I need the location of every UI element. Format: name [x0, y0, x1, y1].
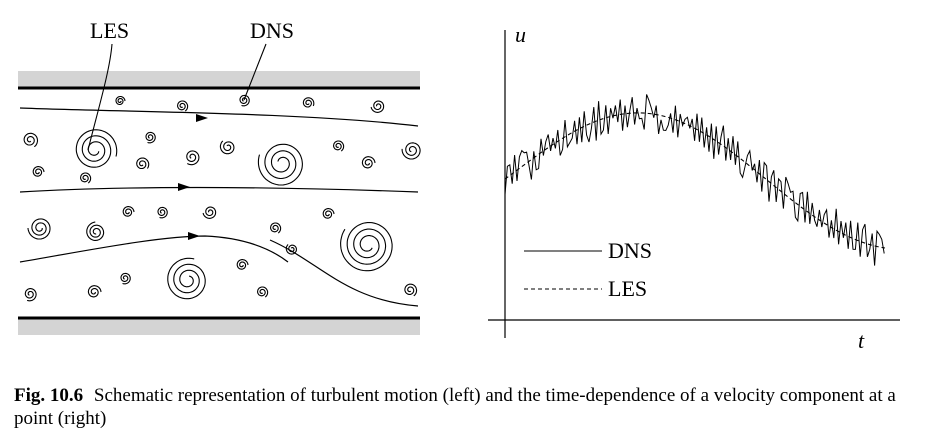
- eddy-28: [167, 257, 206, 300]
- eddy-11: [136, 157, 150, 170]
- figure: LES DNS u t DNS LES: [18, 18, 900, 353]
- eddy-27: [120, 272, 131, 285]
- eddy-5: [370, 100, 385, 113]
- eddy-31: [24, 288, 37, 302]
- eddy-26: [340, 221, 393, 272]
- eddy-19: [86, 221, 105, 241]
- eddy-7: [75, 129, 118, 168]
- eddy-4: [302, 97, 315, 108]
- eddy-12: [186, 150, 200, 166]
- flow-arrow-1: [196, 114, 208, 122]
- flow-arrow-3: [188, 232, 200, 240]
- les-label: LES: [90, 18, 129, 43]
- eddy-23: [270, 222, 282, 234]
- streamline-2: [19, 186, 419, 193]
- eddy-29: [236, 259, 249, 270]
- streamline-3: [19, 235, 289, 263]
- eddy-9: [32, 166, 45, 177]
- figure-caption: Fig. 10.6 Schematic representation of tu…: [14, 384, 909, 430]
- legend-les-label: LES: [608, 276, 647, 301]
- bottom-wall-band: [18, 318, 420, 335]
- flow-arrows: [178, 114, 208, 240]
- eddy-16: [361, 156, 376, 169]
- streamline-1: [19, 107, 419, 127]
- eddy-20: [122, 206, 135, 217]
- flow-arrow-2: [178, 183, 190, 191]
- eddy-1: [115, 95, 126, 106]
- turbulent-channel-schematic: LES DNS: [18, 18, 421, 335]
- dns-curve: [504, 94, 885, 266]
- dns-label: DNS: [250, 18, 294, 43]
- x-axis-label: t: [858, 328, 865, 353]
- les-leader-line: [87, 43, 113, 151]
- eddy-6: [23, 132, 39, 148]
- eddy-24: [285, 244, 297, 255]
- eddy-3: [239, 94, 250, 107]
- eddy-21: [157, 206, 168, 219]
- les-curve: [504, 112, 886, 249]
- y-axis-label: u: [515, 22, 526, 47]
- dns-leader-line: [243, 43, 267, 101]
- eddy-13: [219, 140, 235, 155]
- caption-label: Fig. 10.6: [14, 385, 84, 406]
- eddy-30: [257, 286, 269, 298]
- streamline-4: [269, 239, 419, 307]
- legend: DNS LES: [524, 238, 652, 301]
- top-wall-band: [18, 71, 420, 88]
- eddy-33: [404, 283, 418, 297]
- eddy-18: [27, 218, 51, 240]
- eddy-10: [80, 172, 92, 184]
- eddy-17: [401, 142, 421, 160]
- eddy-32: [87, 285, 102, 298]
- eddies: [23, 94, 421, 302]
- eddy-15: [333, 140, 345, 152]
- caption-text: Schematic representation of turbulent mo…: [14, 385, 896, 429]
- eddy-14: [257, 143, 303, 186]
- velocity-time-plot: u t DNS LES: [488, 22, 900, 353]
- eddy-8: [145, 131, 156, 144]
- eddy-22: [202, 206, 217, 219]
- eddy-25: [322, 208, 335, 219]
- eddy-2: [177, 100, 189, 112]
- legend-dns-label: DNS: [608, 238, 652, 263]
